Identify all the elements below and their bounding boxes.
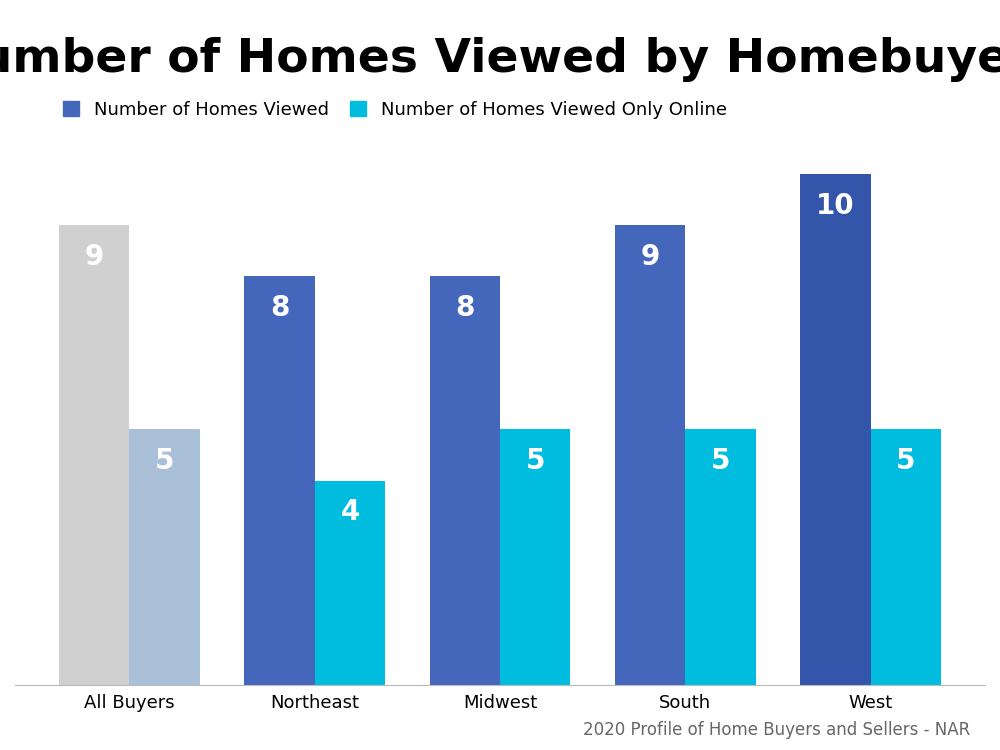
Bar <box>129 430 200 685</box>
Text: 9: 9 <box>85 243 104 271</box>
Text: 10: 10 <box>816 192 855 220</box>
Text: 5: 5 <box>896 447 915 476</box>
Text: 4: 4 <box>340 499 360 526</box>
Text: 5: 5 <box>711 447 730 476</box>
Text: 9: 9 <box>640 243 660 271</box>
Text: 5: 5 <box>155 447 174 476</box>
Bar <box>315 481 385 685</box>
Bar <box>685 430 756 685</box>
Bar <box>615 225 685 685</box>
Bar <box>59 225 129 685</box>
Bar <box>430 276 500 685</box>
Bar <box>800 174 871 685</box>
Text: 5: 5 <box>525 447 545 476</box>
Bar <box>244 276 315 685</box>
Text: 8: 8 <box>455 294 474 322</box>
Text: 2020 Profile of Home Buyers and Sellers - NAR: 2020 Profile of Home Buyers and Sellers … <box>583 721 970 739</box>
Legend: Number of Homes Viewed, Number of Homes Viewed Only Online: Number of Homes Viewed, Number of Homes … <box>63 100 727 118</box>
Title: Number of Homes Viewed by Homebuyers: Number of Homes Viewed by Homebuyers <box>0 38 1000 82</box>
Bar <box>500 430 570 685</box>
Text: 8: 8 <box>270 294 289 322</box>
Bar <box>871 430 941 685</box>
